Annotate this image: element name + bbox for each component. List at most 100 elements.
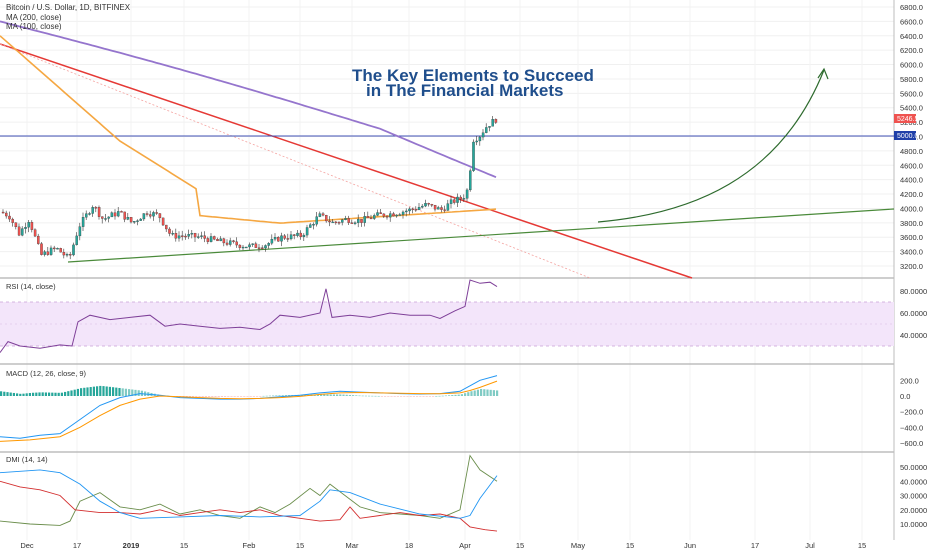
candle-body[interactable] (245, 246, 248, 249)
candle-body[interactable] (11, 218, 14, 223)
candle-body[interactable] (222, 238, 226, 244)
candle-body[interactable] (350, 222, 354, 224)
candle-body[interactable] (395, 214, 398, 217)
rsi-line[interactable] (0, 279, 498, 353)
candle-body[interactable] (299, 232, 302, 238)
candle-body[interactable] (357, 219, 360, 223)
candle-body[interactable] (485, 127, 488, 133)
candle-body[interactable] (449, 199, 453, 204)
candle-body[interactable] (136, 220, 139, 222)
candle-body[interactable] (318, 213, 322, 217)
candle-body[interactable] (120, 211, 123, 213)
candle-body[interactable] (280, 235, 283, 242)
candle-body[interactable] (139, 218, 142, 221)
candle-body[interactable] (286, 238, 290, 240)
candle-body[interactable] (40, 243, 43, 255)
candle-body[interactable] (478, 136, 482, 142)
candle-body[interactable] (225, 242, 229, 245)
candle-body[interactable] (421, 205, 424, 208)
candle-body[interactable] (30, 222, 34, 230)
candle-body[interactable] (213, 236, 216, 240)
candle-body[interactable] (197, 236, 200, 238)
candle-body[interactable] (494, 119, 498, 123)
candle-body[interactable] (488, 126, 491, 128)
candle-body[interactable] (1, 211, 5, 214)
candle-body[interactable] (158, 213, 162, 219)
candle-body[interactable] (88, 213, 91, 215)
candle-body[interactable] (469, 170, 472, 191)
candle-body[interactable] (200, 235, 203, 237)
macd-signal-line[interactable] (0, 380, 498, 442)
candle-body[interactable] (75, 235, 78, 246)
candle-body[interactable] (14, 222, 18, 228)
candle-body[interactable] (257, 247, 261, 249)
candle-body[interactable] (264, 245, 267, 249)
candle-body[interactable] (433, 204, 437, 210)
last-price-tag[interactable] (894, 114, 916, 123)
candle-body[interactable] (155, 212, 158, 214)
candle-body[interactable] (161, 217, 165, 226)
ma100-line[interactable] (0, 35, 497, 224)
dmi-axis[interactable]: 10.0000 20.0000 30.0000 40.0000 50.0000 (900, 463, 927, 529)
candle-body[interactable] (168, 228, 171, 234)
candle-body[interactable] (277, 237, 280, 242)
candle-body[interactable] (37, 235, 40, 244)
candle-body[interactable] (97, 207, 101, 217)
candle-body[interactable] (309, 224, 312, 228)
adx-line[interactable] (0, 469, 498, 519)
candle-body[interactable] (78, 226, 82, 237)
candle-body[interactable] (465, 189, 469, 199)
candle-body[interactable] (65, 254, 69, 256)
candle-body[interactable] (331, 221, 334, 224)
candle-body[interactable] (459, 196, 462, 200)
candle-body[interactable] (33, 229, 37, 237)
candle-body[interactable] (104, 218, 107, 220)
candle-body[interactable] (94, 207, 98, 209)
candle-body[interactable] (101, 216, 104, 219)
candle-body[interactable] (261, 247, 264, 249)
candle-body[interactable] (341, 219, 344, 223)
candle-body[interactable] (85, 213, 88, 218)
candle-body[interactable] (408, 208, 411, 212)
candle-body[interactable] (270, 238, 274, 244)
candle-body[interactable] (405, 210, 408, 213)
candle-body[interactable] (49, 247, 53, 255)
candle-body[interactable] (17, 226, 21, 236)
projection-arrow[interactable] (597, 69, 825, 223)
candle-body[interactable] (193, 233, 197, 238)
candle-body[interactable] (248, 244, 251, 248)
candle-body[interactable] (174, 233, 178, 239)
candle-body[interactable] (481, 132, 485, 138)
candle-body[interactable] (398, 214, 402, 216)
candle-body[interactable] (334, 221, 338, 224)
candle-body[interactable] (142, 213, 146, 220)
candle-body[interactable] (453, 199, 456, 203)
candle-body[interactable] (251, 243, 254, 245)
candle-body[interactable] (177, 235, 181, 239)
candle-body[interactable] (321, 213, 325, 216)
candle-body[interactable] (344, 218, 347, 220)
candle-body[interactable] (107, 216, 110, 219)
ma200-line[interactable] (0, 20, 497, 179)
candle-body[interactable] (123, 211, 126, 220)
time-axis[interactable]: Dec 17 2019 15 Feb 15 Mar 18 Apr 15 May 15 Jun 17 Jul 1… (20, 541, 866, 550)
macd-axis[interactable]: −600.0 −400.0 −200.0 0.0 200.0 (900, 376, 923, 448)
candle-body[interactable] (145, 213, 149, 215)
candle-body[interactable] (273, 237, 277, 240)
candle-body[interactable] (126, 217, 130, 220)
candle-body[interactable] (296, 232, 299, 236)
candle-body[interactable] (347, 218, 350, 223)
candle-body[interactable] (289, 234, 293, 240)
candle-body[interactable] (353, 222, 357, 224)
candle-body[interactable] (283, 235, 286, 239)
candle-body[interactable] (392, 213, 395, 217)
green-uptrend-line[interactable] (67, 208, 895, 263)
candle-body[interactable] (305, 227, 309, 236)
candle-body[interactable] (110, 212, 114, 218)
candle-body[interactable] (165, 224, 168, 230)
candle-body[interactable] (69, 254, 72, 256)
candle-body[interactable] (414, 209, 418, 211)
candle-body[interactable] (24, 227, 27, 229)
candle-body[interactable] (293, 234, 296, 236)
candle-body[interactable] (209, 236, 213, 242)
